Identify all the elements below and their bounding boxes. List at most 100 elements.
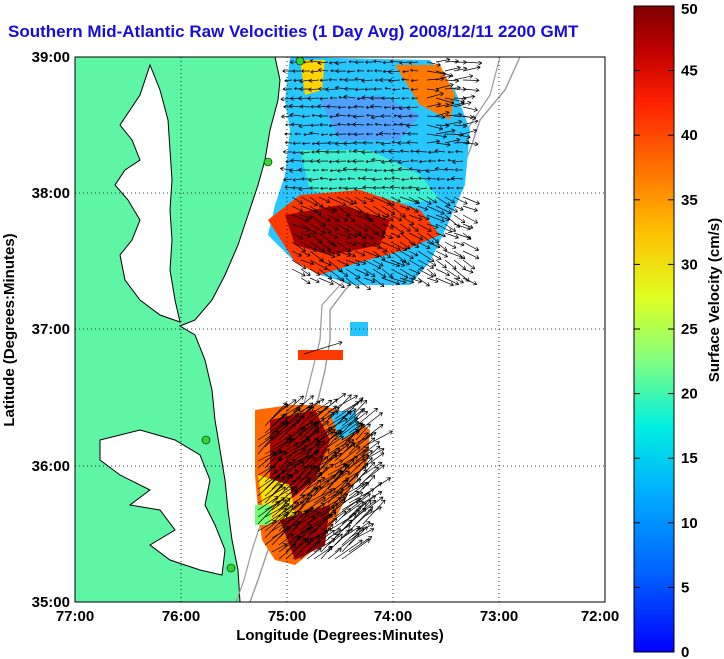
- velocity-vector: [366, 69, 374, 73]
- velocity-vector: [365, 60, 374, 64]
- velocity-vector: [347, 105, 356, 109]
- velocity-vector: [372, 277, 385, 288]
- velocity-vector: [390, 59, 401, 64]
- velocity-vector: [435, 142, 451, 147]
- velocity-vector: [309, 214, 326, 227]
- velocity-vector: [348, 432, 369, 455]
- velocity-vector: [285, 408, 301, 420]
- velocity-vector: [446, 186, 455, 190]
- velocity-vector: [342, 166, 356, 172]
- velocity-vector: [374, 150, 383, 154]
- velocity-vector: [271, 414, 285, 427]
- velocity-vector: [372, 259, 384, 267]
- velocity-vector: [291, 205, 304, 213]
- velocity-vector: [425, 168, 437, 174]
- velocity-vector: [325, 87, 338, 92]
- velocity-vector: [299, 510, 320, 525]
- velocity-vector: [306, 440, 325, 462]
- velocity-vector: [336, 196, 354, 206]
- velocity-vector: [299, 104, 311, 109]
- velocity-vector: [444, 277, 460, 286]
- velocity-vector: [370, 95, 383, 101]
- velocity-vector: [291, 268, 306, 277]
- velocity-vector: [285, 438, 311, 455]
- velocity-vector: [462, 214, 478, 224]
- velocity-vector: [426, 259, 437, 267]
- velocity-vector: [294, 132, 302, 136]
- grid-lines: [75, 57, 605, 602]
- velocity-vector: [354, 196, 367, 204]
- velocity-vector: [426, 114, 446, 120]
- velocity-vector: [381, 185, 392, 190]
- velocity-vector: [300, 259, 315, 266]
- velocity-vector: [355, 450, 373, 462]
- velocity-vector: [462, 115, 477, 120]
- velocity-vector: [462, 119, 479, 126]
- velocity-vector: [397, 159, 410, 165]
- velocity-vector: [313, 448, 330, 462]
- velocity-vector: [347, 176, 356, 181]
- velocity-vector: [348, 60, 356, 64]
- velocity-vector: [426, 87, 440, 93]
- velocity-vector: [291, 196, 304, 205]
- velocity-vector: [291, 259, 307, 270]
- velocity-vector: [278, 487, 294, 497]
- velocity-vector: [334, 443, 349, 455]
- velocity-vector: [380, 113, 392, 119]
- velocity-vector: [318, 113, 329, 118]
- velocity-vector: [435, 74, 452, 81]
- velocity-patch: [255, 505, 272, 525]
- velocity-vector: [428, 150, 437, 154]
- velocity-vector: [426, 61, 441, 67]
- velocity-vector: [300, 214, 313, 220]
- velocity-vector: [453, 100, 472, 108]
- velocity-vector: [365, 159, 374, 164]
- velocity-vector: [370, 104, 383, 109]
- velocity-vector: [327, 141, 338, 145]
- velocity-vector: [321, 168, 329, 172]
- colorbar-tick-label: 50: [681, 1, 698, 18]
- velocity-vector: [319, 78, 329, 83]
- velocity-vector: [399, 250, 414, 260]
- velocity-vector: [327, 277, 345, 289]
- velocity-vector: [417, 223, 432, 232]
- velocity-vector: [345, 277, 360, 289]
- velocity-vector: [399, 259, 411, 266]
- velocity-vector: [372, 214, 387, 221]
- velocity-vector: [417, 259, 434, 269]
- velocity-vector: [435, 223, 453, 233]
- velocity-vector: [292, 141, 302, 146]
- velocity-vector: [354, 268, 370, 277]
- velocity-vector: [444, 223, 456, 232]
- velocity-vector: [316, 140, 329, 146]
- velocity-vector: [327, 232, 338, 239]
- velocity-vector: [318, 241, 331, 251]
- velocity-vector: [399, 268, 416, 279]
- velocity-vector: [298, 123, 311, 129]
- velocity-vector: [408, 196, 420, 204]
- velocity-vector: [362, 140, 374, 145]
- velocity-vector: [355, 445, 381, 469]
- velocity-vector: [393, 123, 401, 126]
- velocity-vector: [300, 268, 311, 276]
- velocity-vector: [381, 259, 401, 268]
- velocity-vector: [453, 277, 464, 284]
- velocity-vector: [341, 397, 364, 420]
- velocity-vector: [435, 241, 448, 251]
- velocity-vector: [335, 60, 347, 66]
- velocity-vector: [408, 205, 419, 213]
- velocity-vector: [381, 250, 392, 259]
- velocity-vector: [309, 223, 326, 234]
- velocity-vector: [399, 205, 410, 211]
- velocity-vector: [280, 96, 293, 102]
- velocity-vector: [354, 259, 367, 265]
- velocity-vector: [336, 232, 352, 240]
- velocity-vector: [311, 113, 320, 118]
- velocity-vector: [429, 186, 437, 190]
- velocity-vector: [336, 159, 347, 164]
- velocity-vector: [418, 176, 428, 181]
- colorbar-tick-label: 45: [681, 63, 698, 80]
- velocity-vector: [381, 205, 396, 215]
- velocity-vector: [462, 78, 480, 83]
